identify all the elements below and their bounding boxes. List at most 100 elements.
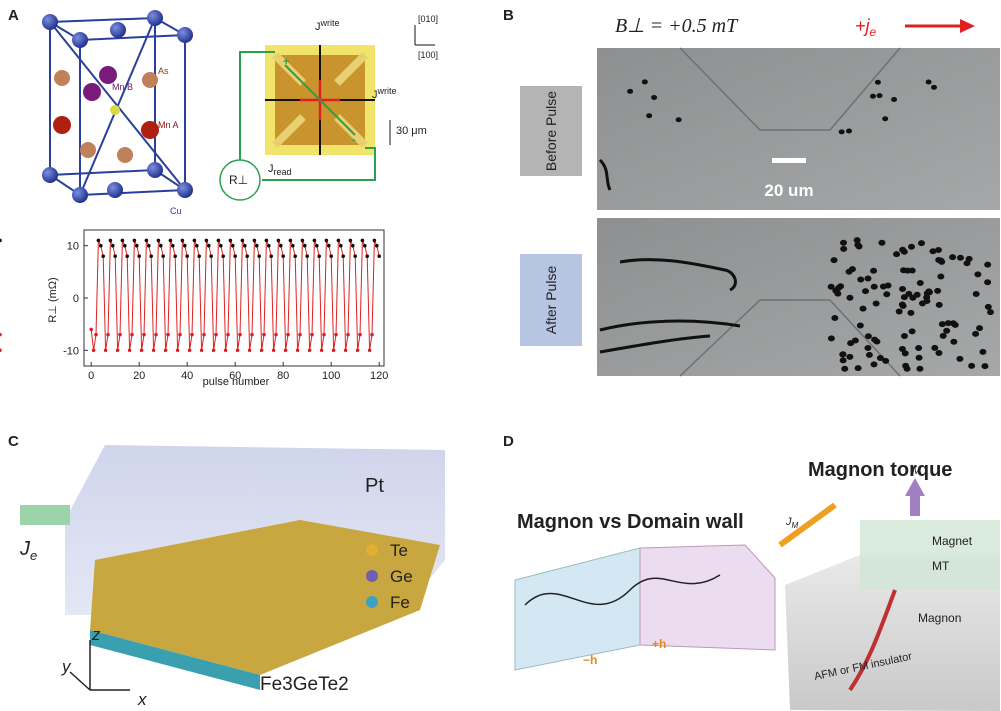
atom-label: Cu bbox=[170, 206, 182, 216]
magnet-label: Magnet bbox=[932, 534, 973, 548]
data-point bbox=[147, 244, 151, 248]
data-point bbox=[197, 254, 201, 258]
axis-label: y bbox=[61, 657, 72, 676]
skyrmion bbox=[857, 322, 864, 328]
data-point bbox=[262, 333, 266, 337]
skyrmion bbox=[956, 356, 963, 362]
data-point bbox=[183, 244, 187, 248]
data-point bbox=[279, 244, 283, 248]
jm-label: JM bbox=[785, 516, 799, 530]
skyrmion bbox=[963, 260, 970, 266]
skyrmion bbox=[937, 274, 944, 280]
data-point bbox=[305, 254, 309, 258]
skyrmion bbox=[934, 288, 941, 294]
data-point bbox=[125, 254, 129, 258]
skyrmion bbox=[871, 284, 878, 290]
current-arrow bbox=[20, 505, 70, 525]
pt-label: Pt bbox=[365, 475, 384, 497]
skyrmion bbox=[909, 295, 916, 301]
data-point bbox=[209, 254, 213, 258]
data-point bbox=[217, 239, 221, 243]
skyrmion bbox=[846, 354, 853, 360]
data-point bbox=[94, 333, 98, 337]
data-point bbox=[322, 333, 326, 337]
data-point bbox=[123, 244, 127, 248]
skyrmion bbox=[972, 331, 979, 337]
data-point bbox=[195, 244, 199, 248]
data-point bbox=[255, 244, 259, 248]
skyrmion bbox=[904, 366, 911, 372]
data-point bbox=[267, 244, 271, 248]
panel-letter: D bbox=[503, 433, 514, 450]
skyrmion bbox=[984, 279, 991, 285]
skyrmion bbox=[847, 340, 854, 346]
x-tick-label: 80 bbox=[277, 370, 289, 382]
arrow bbox=[960, 19, 975, 33]
data-point bbox=[284, 349, 288, 353]
data-point bbox=[281, 254, 285, 258]
data-point bbox=[308, 349, 312, 353]
data-point bbox=[233, 254, 237, 258]
data-point bbox=[257, 254, 261, 258]
x-tick-label: 120 bbox=[370, 370, 388, 382]
skyrmion bbox=[943, 328, 950, 334]
skyrmion bbox=[877, 355, 884, 361]
skyrmion bbox=[938, 259, 945, 265]
data-point bbox=[226, 333, 230, 337]
figure: A As Mn B Mn A Cu Jwrite Jwrite [010] [1… bbox=[0, 0, 1001, 711]
data-point bbox=[219, 244, 223, 248]
data-point bbox=[190, 333, 194, 337]
skyrmion bbox=[651, 95, 657, 100]
skyrmion bbox=[828, 335, 835, 341]
magnet bbox=[860, 520, 1000, 590]
data-point bbox=[149, 254, 153, 258]
skyrmion bbox=[916, 355, 923, 361]
skyrmion bbox=[974, 271, 981, 277]
data-point bbox=[293, 254, 297, 258]
data-point bbox=[313, 239, 317, 243]
y-axis-label: R⊥ (mΩ) bbox=[47, 277, 59, 322]
mt-label: MT bbox=[932, 559, 950, 573]
skyrmion bbox=[902, 350, 909, 356]
magnon-label: Magnon bbox=[918, 611, 961, 625]
skyrmion bbox=[865, 275, 872, 281]
data-point bbox=[106, 333, 110, 337]
data-point bbox=[207, 244, 211, 248]
field-label: B⊥ = +0.5 mT bbox=[615, 15, 739, 37]
data-point bbox=[298, 333, 302, 337]
data-point bbox=[238, 333, 242, 337]
data-point bbox=[241, 239, 245, 243]
skyrmion bbox=[984, 262, 991, 268]
data-point bbox=[260, 349, 264, 353]
data-point bbox=[301, 239, 305, 243]
data-point bbox=[104, 349, 108, 353]
skyrmion bbox=[949, 254, 956, 260]
data-point bbox=[363, 244, 367, 248]
data-point bbox=[185, 254, 189, 258]
data-point bbox=[116, 349, 120, 353]
current-label: +je bbox=[855, 16, 877, 39]
data-point bbox=[327, 244, 331, 248]
skyrmion bbox=[627, 89, 633, 94]
data-point bbox=[253, 239, 257, 243]
scale-label: 20 um bbox=[764, 181, 813, 200]
skyrmion bbox=[873, 300, 880, 306]
data-point bbox=[248, 349, 252, 353]
device-label: Jwrite bbox=[315, 18, 340, 33]
skyrmion bbox=[899, 286, 906, 292]
direction-label: [010] bbox=[418, 14, 438, 24]
skyrmion bbox=[831, 315, 838, 321]
data-point bbox=[231, 244, 235, 248]
skyrmion bbox=[896, 309, 903, 315]
before-label: Before Pulse bbox=[543, 91, 559, 171]
data-point bbox=[166, 333, 170, 337]
legend-label: Ge bbox=[390, 567, 413, 586]
skyrmion bbox=[891, 97, 897, 102]
data-point bbox=[159, 244, 163, 248]
data-point bbox=[370, 333, 374, 337]
skyrmion bbox=[832, 288, 839, 294]
data-point bbox=[329, 254, 333, 258]
skyrmion bbox=[875, 80, 881, 85]
data-point bbox=[243, 244, 247, 248]
skyrmion bbox=[831, 257, 838, 263]
